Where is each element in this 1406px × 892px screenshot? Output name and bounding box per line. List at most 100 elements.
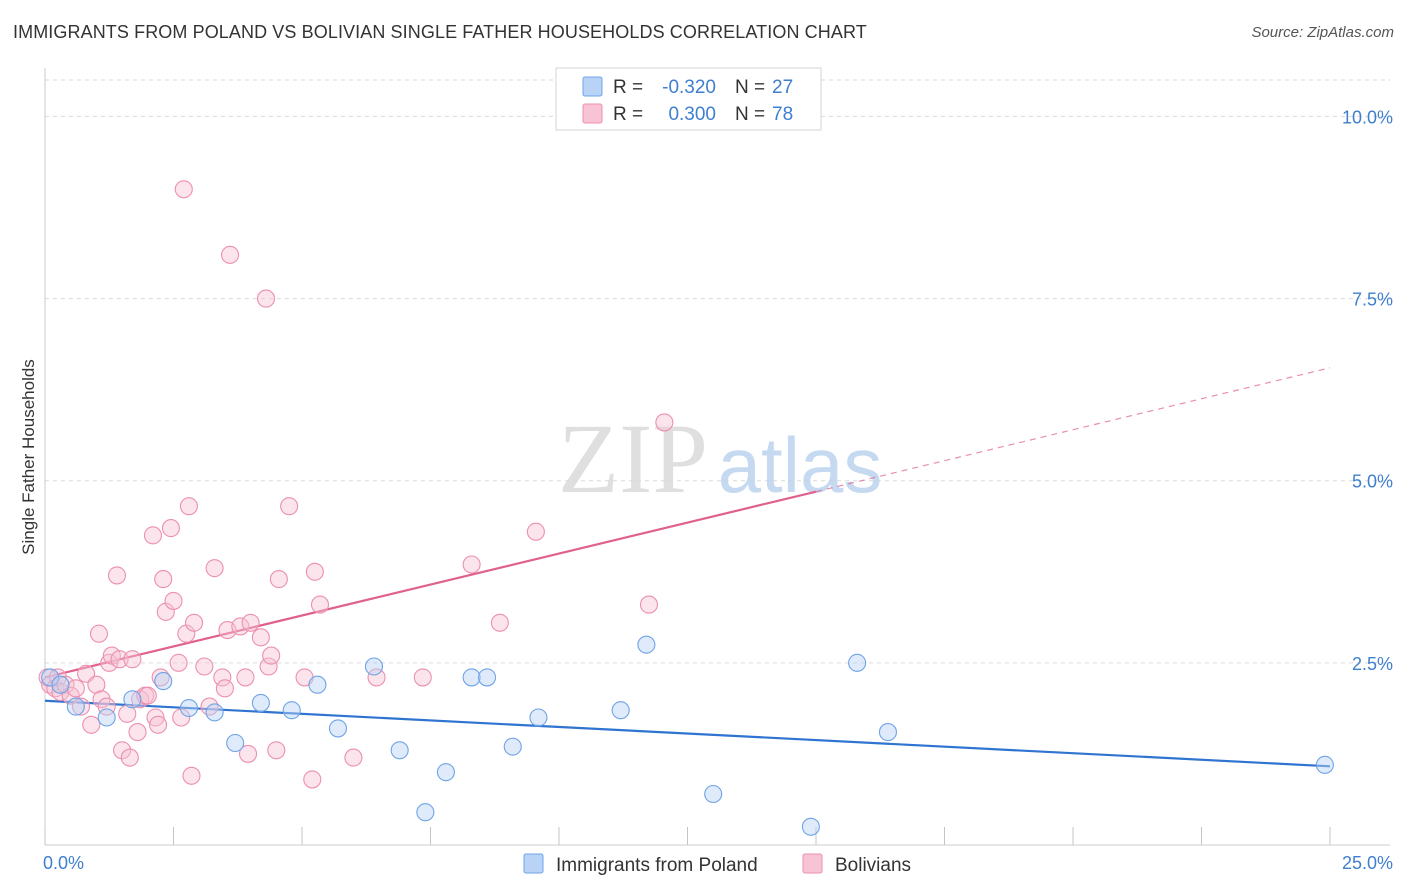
bolivians-point (256, 289, 276, 308)
bolivians-point (267, 741, 286, 760)
y-tick-label: 5.0% (1352, 472, 1393, 492)
bolivians-point (490, 613, 509, 632)
legend-label-poland: Immigrants from Poland (556, 855, 758, 876)
poland-point (308, 675, 327, 694)
poland-point (477, 668, 497, 687)
series-legend: Immigrants from Poland Bolivians (523, 853, 911, 876)
poland-point (282, 701, 301, 720)
bolivians-point (213, 668, 232, 687)
bolivians-point (174, 180, 193, 199)
bolivians-point (89, 624, 109, 643)
bolivians-point (48, 668, 67, 687)
bolivians-point (200, 697, 219, 716)
stats-r-label-poland: R = (613, 77, 643, 98)
bolivians-point (195, 657, 214, 676)
stats-n-label-bolivians: N = (735, 104, 765, 125)
bolivians-point (241, 613, 260, 632)
bolivians-point (259, 657, 278, 676)
bolivians-point (113, 741, 132, 760)
x-tick-label-min: 0.0% (43, 853, 84, 873)
bolivians-point (154, 570, 173, 589)
bolivians-point (71, 697, 91, 716)
stats-r-label-bolivians: R = (613, 104, 643, 125)
bolivians-point (149, 715, 168, 734)
bolivians-point (251, 628, 270, 647)
watermark-zip: ZIP (558, 403, 708, 514)
bolivians-point (185, 613, 204, 632)
bolivians-point (138, 686, 157, 705)
poland-point (154, 672, 173, 691)
y-tick-label: 2.5% (1352, 654, 1393, 674)
bolivians-point (169, 653, 188, 672)
gridlines (45, 79, 1390, 664)
bolivians-point (120, 748, 139, 767)
legend-item-bolivians[interactable]: Bolivians (802, 853, 911, 876)
bolivians-point (41, 675, 60, 694)
stats-r-value-bolivians: 0.300 (668, 104, 716, 125)
legend-label-bolivians: Bolivians (835, 855, 911, 876)
bolivians-trend-extension (815, 367, 1331, 493)
poland-point (364, 657, 384, 676)
legend-swatch-bolivians (802, 853, 823, 874)
stats-n-label-poland: N = (735, 77, 765, 98)
stats-n-value-bolivians: 78 (772, 104, 793, 125)
bolivians-point (182, 766, 201, 785)
poland-point (123, 690, 142, 709)
bolivians-point (262, 646, 281, 665)
bolivians-point (310, 595, 330, 614)
bolivians-point (146, 708, 165, 727)
poland-point (251, 693, 270, 712)
bolivians-point (305, 562, 324, 581)
bolivians-point (238, 744, 258, 763)
bolivians-point (526, 522, 545, 541)
bolivians-point (236, 668, 255, 687)
stats-n-value-poland: 27 (772, 77, 793, 98)
bolivians-point (280, 497, 299, 516)
poland-point (390, 741, 409, 760)
poland-point (848, 653, 867, 672)
poland-point (529, 708, 548, 727)
bolivians-point (413, 668, 432, 687)
bolivians-point (269, 570, 288, 589)
bolivians-point (639, 595, 659, 614)
bolivians-point (97, 697, 116, 716)
legend-item-poland[interactable]: Immigrants from Poland (523, 853, 758, 876)
x-tick-label-max: 25.0% (1342, 853, 1393, 873)
poland-point (97, 708, 116, 727)
y-axis-label: Single Father Households (19, 359, 38, 555)
stats-swatch-poland (582, 76, 603, 97)
poland-point (878, 723, 898, 742)
watermark-atlas: atlas (718, 421, 883, 509)
bolivians-point (143, 526, 162, 545)
bolivians-point (82, 715, 101, 734)
bolivians-point (344, 748, 363, 767)
poland-point (436, 763, 455, 782)
poland-point (611, 701, 630, 720)
bolivians-point (100, 653, 119, 672)
tick-labels: 2.5% 5.0% 7.5% 10.0% 0.0% 25.0% (43, 107, 1393, 873)
poland-point (416, 803, 435, 822)
bolivians-point (367, 668, 386, 687)
poland-point (41, 668, 60, 687)
bolivians-point (46, 679, 65, 698)
poland-trend-line (44, 699, 1331, 768)
poland-point (205, 703, 224, 722)
poland-point (66, 697, 85, 716)
bolivians-point (220, 245, 240, 264)
poland-point (801, 817, 820, 836)
bolivians-point (215, 679, 234, 698)
bolivians-point (123, 650, 142, 669)
chart-title: IMMIGRANTS FROM POLAND VS BOLIVIAN SINGL… (13, 22, 867, 42)
poland-point (51, 675, 70, 694)
poland-point (462, 668, 481, 687)
series-bolivians (38, 180, 674, 789)
legend-swatch-poland (523, 853, 544, 874)
bolivians-point (231, 617, 250, 636)
bolivians-point (66, 679, 85, 698)
stats-swatch-bolivians (582, 103, 603, 124)
poland-point (226, 733, 245, 753)
bolivians-point (161, 519, 180, 538)
stats-legend: R = -0.320 N = 27 R = 0.300 N = 78 (555, 67, 822, 131)
poland-point (179, 698, 198, 718)
